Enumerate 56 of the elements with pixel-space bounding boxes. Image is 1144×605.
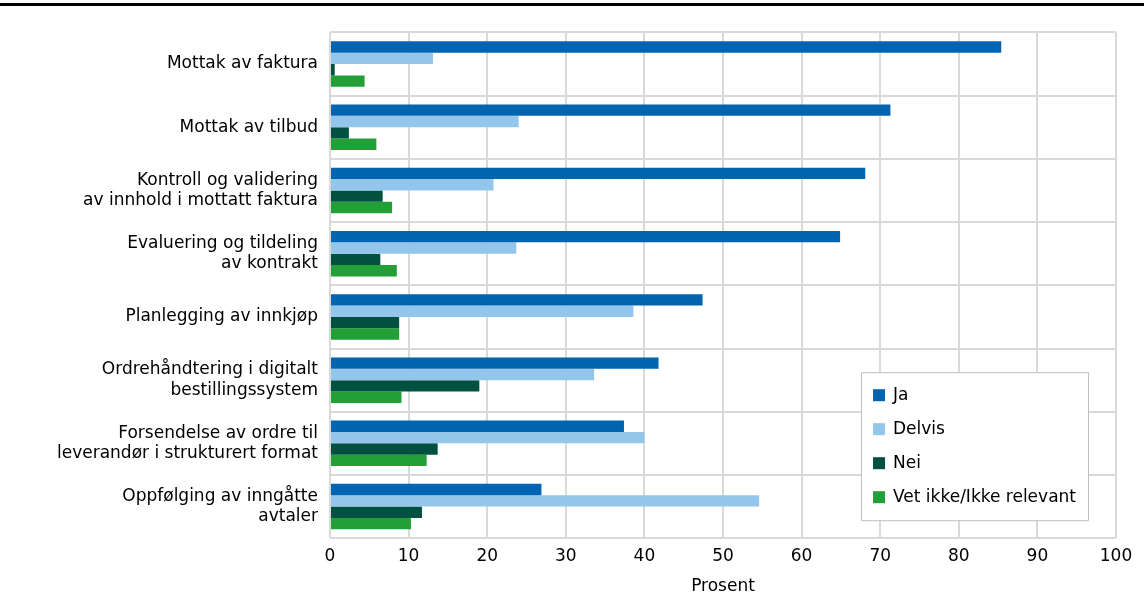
bar xyxy=(331,201,393,214)
y-tick-label: Forsendelse av ordre til leverandør i strukturert format xyxy=(56,421,319,462)
x-tick-label: 50 xyxy=(712,544,734,565)
bar xyxy=(331,294,703,306)
x-tick-label: 30 xyxy=(554,544,577,565)
bar xyxy=(331,179,494,191)
bar xyxy=(331,357,659,369)
y-tick-label: Ordrehåndtering i digitalt bestillingssystem xyxy=(101,358,319,399)
bar xyxy=(331,265,397,277)
legend-label: Delvis xyxy=(893,417,946,438)
bar xyxy=(331,75,365,87)
bar xyxy=(331,454,427,467)
y-tick-label: Oppfølging av inngåtte avtaler xyxy=(122,484,319,526)
bar xyxy=(331,368,595,381)
legend-label: Ja xyxy=(892,383,909,404)
bar xyxy=(331,305,634,317)
bar xyxy=(331,167,866,180)
bar xyxy=(331,420,624,432)
bar xyxy=(331,242,517,254)
bar xyxy=(331,52,433,65)
bar xyxy=(331,190,383,202)
bar xyxy=(331,64,335,76)
x-tick-label: 40 xyxy=(633,544,656,565)
bar xyxy=(331,391,402,403)
y-tick-label: Mottak av faktura xyxy=(166,52,318,73)
bar xyxy=(331,253,381,266)
legend-label: Nei xyxy=(893,451,921,472)
bar xyxy=(331,506,422,518)
bar xyxy=(331,127,349,139)
y-tick-label: Evaluering og tildeling av kontrakt xyxy=(127,231,319,273)
bar xyxy=(331,380,480,392)
bar xyxy=(331,230,841,243)
bar xyxy=(331,443,438,455)
x-tick-label: 80 xyxy=(947,544,970,565)
y-tick-label: Planlegging av innkjøp xyxy=(125,305,318,326)
bar xyxy=(331,483,542,496)
bar xyxy=(331,431,645,444)
bar xyxy=(331,41,1002,53)
x-tick-label: 0 xyxy=(324,544,336,565)
x-tick-label: 60 xyxy=(790,544,813,565)
bar xyxy=(331,328,400,340)
y-tick-label: Mottak av tilbud xyxy=(179,115,318,136)
x-tick-label: 100 xyxy=(1099,544,1133,565)
legend-label: Vet ikke/Ikke relevant xyxy=(893,485,1077,506)
bar xyxy=(331,138,377,150)
x-tick-label: 90 xyxy=(1026,544,1049,565)
bar xyxy=(331,104,891,116)
bar xyxy=(331,115,519,128)
bar xyxy=(331,495,760,507)
x-tick-label: 20 xyxy=(476,544,499,565)
x-axis-title: Prosent xyxy=(691,575,756,596)
x-tick-label: 10 xyxy=(397,544,420,565)
bar xyxy=(331,517,411,530)
y-tick-label: Kontroll og validering av innhold i mottatt faktura xyxy=(83,168,318,210)
bar xyxy=(331,316,400,329)
x-tick-label: 70 xyxy=(869,544,892,565)
